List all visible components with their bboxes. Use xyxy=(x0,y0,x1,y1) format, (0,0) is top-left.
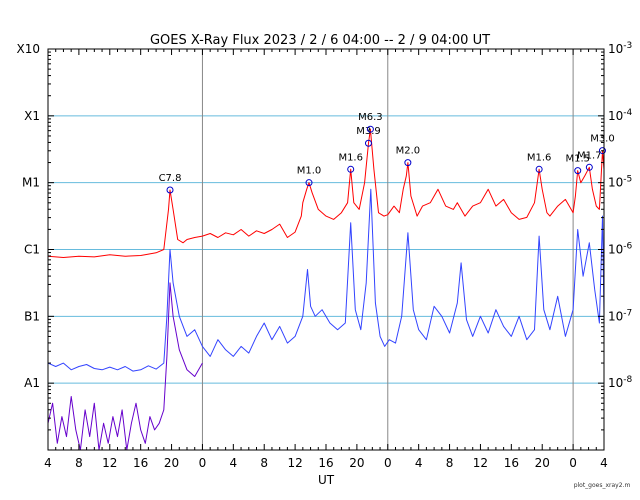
y-right-label-1: 10-4 xyxy=(608,108,633,123)
y-right-label-5: 10-8 xyxy=(608,375,633,390)
x-tick-label-10: 20 xyxy=(349,456,364,470)
x-tick-label-6: 4 xyxy=(230,456,238,470)
flare-marker-4 xyxy=(366,125,374,133)
y-right-label-0: 10-3 xyxy=(608,41,632,56)
x-tick-label-17: 0 xyxy=(569,456,577,470)
x-tick-label-7: 8 xyxy=(260,456,268,470)
flare-label-0: C7.8 xyxy=(159,173,182,184)
x-tick-label-15: 16 xyxy=(504,456,519,470)
x-axis-label: UT xyxy=(318,473,335,487)
grid-layer xyxy=(48,49,604,450)
series-line-2 xyxy=(47,282,203,451)
flare-label-7: M1.5 xyxy=(565,154,590,165)
x-tick-label-13: 8 xyxy=(446,456,454,470)
series-layer xyxy=(47,128,605,451)
x-tick-label-1: 8 xyxy=(75,456,83,470)
x-tick-label-2: 12 xyxy=(102,456,117,470)
flare-marker-5 xyxy=(404,159,412,167)
x-tick-label-11: 0 xyxy=(384,456,392,470)
y-right-label-4: 10-7 xyxy=(608,308,632,323)
flare-label-5: M2.0 xyxy=(396,146,421,157)
class-label-b1: B1 xyxy=(24,309,40,323)
class-label-m1: M1 xyxy=(22,176,40,190)
flare-marker-7 xyxy=(574,167,582,175)
x-tick-label-5: 0 xyxy=(199,456,207,470)
x-tick-label-0: 4 xyxy=(44,456,52,470)
class-label-a1: A1 xyxy=(24,376,40,390)
y-right-label-2: 10-5 xyxy=(608,175,632,190)
flare-marker-1 xyxy=(305,179,313,187)
flare-label-8: M1.7 xyxy=(577,150,602,161)
x-tick-label-16: 20 xyxy=(535,456,550,470)
flare-marker-0 xyxy=(166,186,174,194)
flare-marker-6 xyxy=(535,165,543,173)
flare-marker-8 xyxy=(585,163,593,171)
x-tick-label-3: 16 xyxy=(133,456,148,470)
flare-label-4: M6.3 xyxy=(358,112,383,123)
axis-layer: 4 8 12 16 20 0 4 8 12 16 20 0 4 8 12 16 20 0 4 A1 B1 C1 M1 X1 X1… xyxy=(17,41,633,470)
class-label-x1: X1 xyxy=(24,109,40,123)
series-line-1 xyxy=(47,188,605,372)
class-label-x10: X10 xyxy=(17,42,41,56)
flare-marker-2 xyxy=(347,165,355,173)
x-tick-label-12: 4 xyxy=(415,456,423,470)
x-tick-label-9: 16 xyxy=(318,456,333,470)
chart-title: GOES X-Ray Flux 2023 / 2 / 6 04:00 -- 2 … xyxy=(150,33,490,48)
flare-label-9: M3.0 xyxy=(590,134,615,145)
flare-label-2: M1.6 xyxy=(338,152,363,163)
flare-label-1: M1.0 xyxy=(297,166,322,177)
flare-marker-9 xyxy=(598,147,606,155)
x-tick-label-18: 4 xyxy=(600,456,608,470)
class-label-c1: C1 xyxy=(24,243,40,257)
x-tick-label-14: 12 xyxy=(473,456,488,470)
series-line-0 xyxy=(47,128,605,258)
x-tick-label-8: 12 xyxy=(287,456,302,470)
x-tick-label-4: 20 xyxy=(164,456,179,470)
flare-marker-3 xyxy=(364,139,372,147)
footnote: plot_goes_xray2.m xyxy=(574,482,631,489)
y-right-label-3: 10-6 xyxy=(608,242,633,257)
flare-annotations: C7.8M1.0M1.6M3.9M6.3M2.0M1.6 M1.5M1.7M3.0 xyxy=(159,112,615,194)
flare-label-6: M1.6 xyxy=(527,152,552,163)
